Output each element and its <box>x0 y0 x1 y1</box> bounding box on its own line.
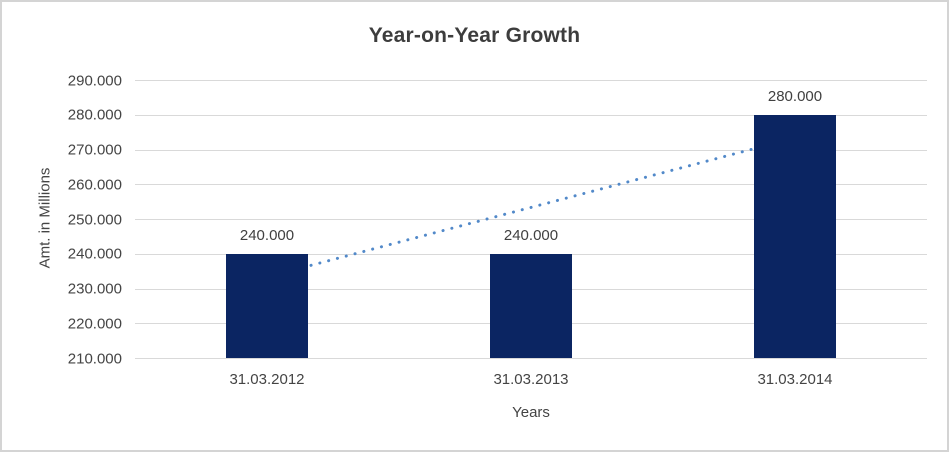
y-tick-label: 230.000 <box>67 280 122 298</box>
gridline <box>135 149 927 151</box>
x-tick-label: 31.03.2013 <box>493 371 569 388</box>
bar-31.03.2014 <box>754 114 836 358</box>
y-tick-label: 280.000 <box>67 106 122 124</box>
gridline <box>135 114 927 116</box>
plot-area: 290.000 280.000 270.000 260.000 250.000 240.0… <box>68 72 927 388</box>
gridline <box>135 184 927 186</box>
bar-value-label: 280.000 <box>767 87 823 105</box>
bar-value-label: 240.000 <box>239 226 295 244</box>
gridline <box>135 219 927 220</box>
gridline <box>135 358 927 359</box>
y-tick-label: 290.000 <box>67 72 122 89</box>
y-tick-label: 220.000 <box>67 315 122 333</box>
bar-31.03.2012 <box>226 253 308 358</box>
y-tick-label: 250.000 <box>67 211 122 228</box>
trendline <box>265 136 797 279</box>
y-tick-label: 260.000 <box>67 176 122 194</box>
y-tick-label: 210.000 <box>67 350 122 367</box>
y-tick-label: 240.000 <box>67 245 122 263</box>
bar-31.03.2013 <box>490 253 572 358</box>
x-axis-title: Years <box>512 404 550 421</box>
x-tick-label: 31.03.2012 <box>229 371 305 388</box>
gridline <box>135 80 927 81</box>
chart-title: Year-on-Year Growth <box>368 24 581 47</box>
x-tick-label: 31.03.2014 <box>757 371 833 388</box>
y-tick-label: 270.000 <box>67 141 122 159</box>
bar-value-label: 240.000 <box>503 226 559 244</box>
